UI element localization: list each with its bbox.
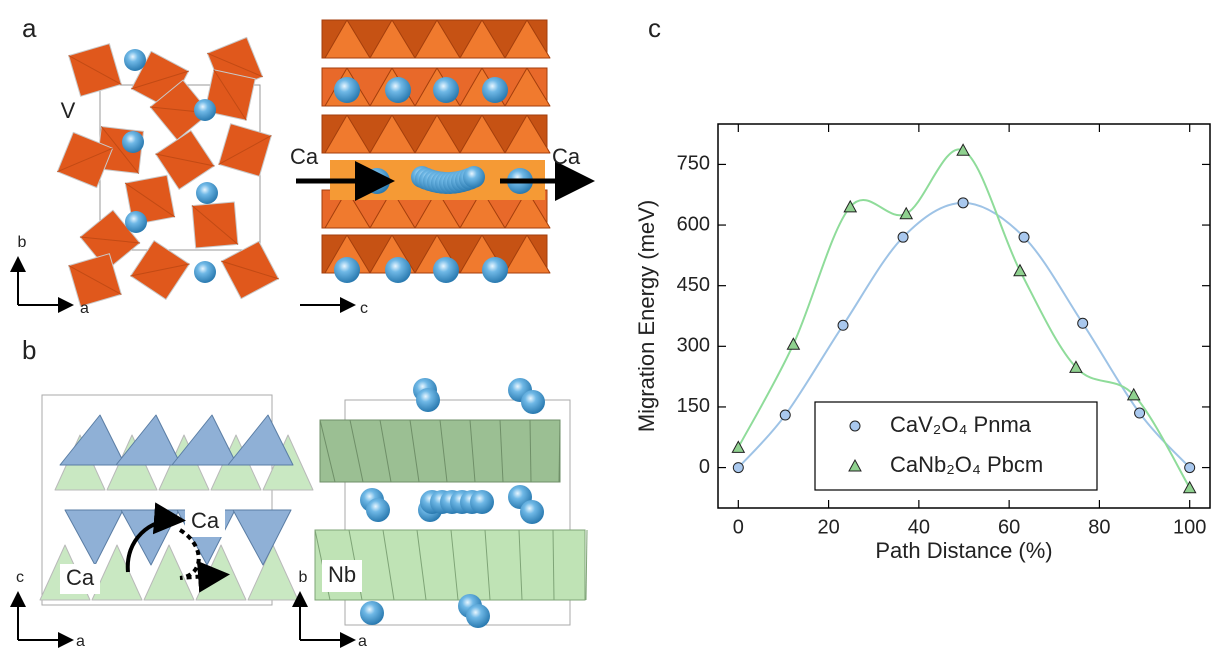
- axis-label: c: [360, 300, 368, 317]
- chart: 0 20 40 60 80 100 0 150 300 450 600 750 Path Distanc…: [634, 124, 1210, 563]
- atom: [122, 131, 144, 153]
- data-point: [958, 198, 968, 208]
- y-tick-label: 150: [677, 395, 710, 417]
- data-point: [1014, 265, 1026, 276]
- panel-letter: c: [648, 13, 661, 43]
- x-tick-label: 20: [817, 516, 839, 538]
- y-tick-label: 450: [677, 274, 710, 296]
- atom: [482, 257, 508, 283]
- atom: [196, 182, 218, 204]
- atom: [194, 99, 216, 121]
- atom: [334, 257, 360, 283]
- atom-label: V: [61, 98, 76, 123]
- x-tick-label: 40: [908, 516, 930, 538]
- atom: [416, 388, 440, 412]
- legend-marker: [850, 421, 860, 431]
- atom: [125, 211, 147, 233]
- atom-label: Nb: [328, 562, 356, 587]
- atom: [385, 77, 411, 103]
- data-point: [1135, 408, 1145, 418]
- axis-label: a: [80, 300, 89, 317]
- axis-label: b: [299, 569, 308, 586]
- polyhedron: [248, 545, 298, 600]
- data-point: [1185, 463, 1195, 473]
- y-tick-label: 300: [677, 335, 710, 357]
- polyhedron: [116, 415, 181, 465]
- x-tick-label: 0: [733, 516, 744, 538]
- data-point: [898, 232, 908, 242]
- figure: a b c V Ca Ca b a c Ca Ca Nb c a b a 0 20…: [0, 0, 1213, 650]
- legend-label: CaNb₂O₄ Pbcm: [890, 452, 1043, 477]
- y-tick-label: 0: [699, 456, 710, 478]
- edge: [586, 530, 587, 600]
- x-tick-label: 60: [998, 516, 1020, 538]
- data-point: [900, 208, 912, 219]
- atom: [360, 601, 384, 625]
- legend-label: CaV₂O₄ Pnma: [890, 412, 1032, 437]
- panel-letter: a: [22, 13, 37, 43]
- y-axis-label: Migration Energy (meV): [634, 200, 659, 432]
- atom: [482, 77, 508, 103]
- data-point: [1078, 318, 1088, 328]
- atom: [385, 257, 411, 283]
- atom-label: Ca: [290, 144, 319, 169]
- atom: [366, 498, 390, 522]
- axis-label: a: [76, 633, 85, 650]
- data-point: [1184, 482, 1196, 493]
- data-point: [732, 441, 744, 452]
- atom: [463, 166, 485, 188]
- atom: [433, 257, 459, 283]
- data-point: [780, 410, 790, 420]
- atom-label: Ca: [552, 144, 581, 169]
- atom: [520, 500, 544, 524]
- structure-images: [18, 20, 587, 640]
- atom: [470, 490, 494, 514]
- atom: [433, 77, 459, 103]
- data-point: [838, 320, 848, 330]
- polyhedron: [60, 415, 125, 465]
- y-tick-label: 750: [677, 153, 710, 175]
- data-point: [787, 338, 799, 349]
- atom: [124, 49, 146, 71]
- atom: [466, 604, 490, 628]
- x-axis-label: Path Distance (%): [875, 538, 1052, 563]
- polyhedron: [233, 510, 291, 565]
- x-tick-label: 80: [1088, 516, 1110, 538]
- axis-label: a: [358, 633, 367, 650]
- panel-letter: b: [22, 335, 36, 365]
- atom: [194, 261, 216, 283]
- atom-label: Ca: [66, 565, 95, 590]
- atom: [334, 77, 360, 103]
- y-tick-label: 600: [677, 213, 710, 235]
- atom: [521, 390, 545, 414]
- data-point: [1019, 232, 1029, 242]
- x-tick-label: 100: [1173, 516, 1206, 538]
- atom-label: Ca: [191, 508, 220, 533]
- axis-label: c: [16, 569, 24, 586]
- axis-label: b: [18, 234, 27, 251]
- data-point: [733, 463, 743, 473]
